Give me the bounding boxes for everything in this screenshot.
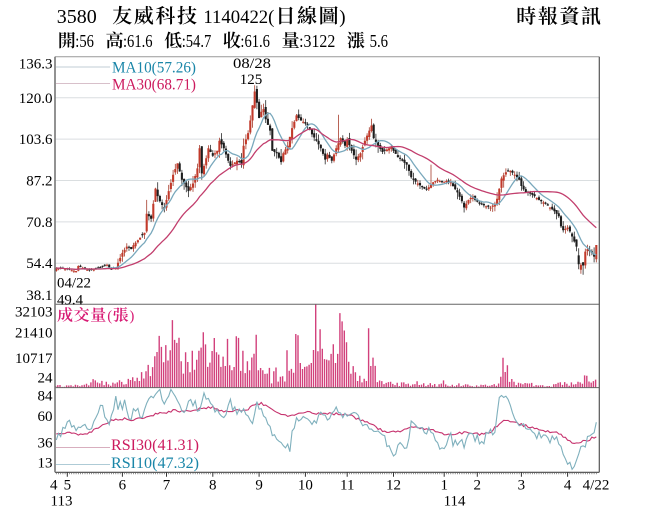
svg-text:8: 8 [209,478,217,494]
svg-text:7: 7 [163,478,171,494]
svg-text:36: 36 [38,436,54,452]
svg-text:54.4: 54.4 [26,256,53,272]
svg-text:1: 1 [440,478,448,494]
svg-text:5.6: 5.6 [370,31,388,51]
svg-text:114: 114 [444,493,466,509]
svg-text:13: 13 [38,456,53,472]
svg-text::3122: :3122 [299,31,335,51]
svg-text:70.8: 70.8 [26,215,52,231]
svg-text:32103: 32103 [15,305,53,321]
svg-text:87.2: 87.2 [26,174,52,190]
svg-text:6: 6 [119,478,127,494]
svg-text:08/28: 08/28 [233,56,271,72]
svg-text:MA10(57.26): MA10(57.26) [112,59,196,76]
svg-text::54.7: :54.7 [182,31,212,51]
svg-text:(: ( [107,309,112,325]
svg-text:24: 24 [38,371,54,387]
svg-text:04/22: 04/22 [57,276,91,292]
svg-text:4/22: 4/22 [583,478,610,494]
svg-text:10717: 10717 [15,351,53,367]
svg-text:12: 12 [386,478,401,494]
svg-text:21410: 21410 [15,325,53,341]
svg-text:MA30(68.71): MA30(68.71) [112,76,196,93]
svg-text:60: 60 [38,409,53,425]
svg-text:113: 113 [51,493,73,509]
svg-text:3: 3 [518,478,526,494]
svg-text:38.1: 38.1 [26,288,52,304]
svg-text::56: :56 [75,31,94,51]
svg-text:2: 2 [474,478,482,494]
svg-text:11: 11 [340,478,354,494]
svg-text:): ) [129,309,134,325]
svg-text:4: 4 [50,478,58,494]
svg-text:125: 125 [240,72,263,88]
svg-text::61.6: :61.6 [240,31,270,51]
svg-text:49.4: 49.4 [57,293,83,309]
svg-text:10: 10 [298,478,313,494]
svg-text:103.6: 103.6 [19,132,53,148]
svg-text:5: 5 [64,478,72,494]
svg-text:3580: 3580 [57,6,97,28]
svg-text:1140422(: 1140422( [203,7,274,28]
svg-text:4: 4 [564,478,572,494]
svg-text:RSI10(47.32): RSI10(47.32) [111,455,199,472]
svg-text:120.0: 120.0 [19,91,53,107]
svg-text:): ) [339,7,345,28]
svg-text:9: 9 [255,478,263,494]
svg-text:136.3: 136.3 [19,57,53,73]
svg-text:RSI30(41.31): RSI30(41.31) [111,437,199,454]
svg-text::61.6: :61.6 [123,31,153,51]
svg-text:84: 84 [38,388,54,404]
